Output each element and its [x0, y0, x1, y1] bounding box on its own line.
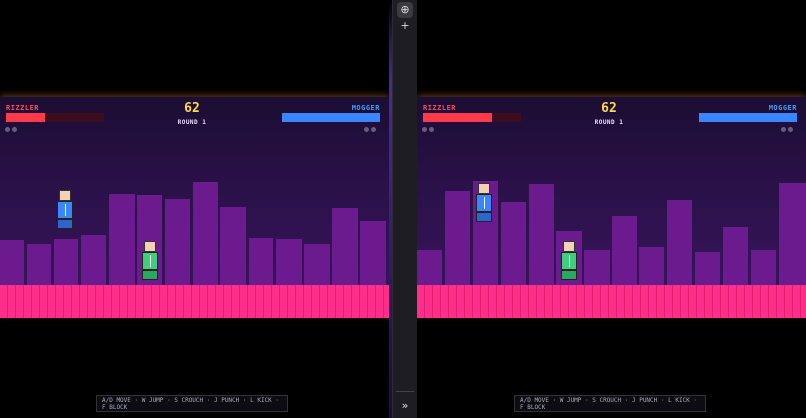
circle-plus-icon[interactable]: ⊕ [397, 2, 413, 18]
hud: RIZZLER 62 ROUND 1 MOGGER [417, 97, 806, 137]
fighter-head [478, 183, 490, 194]
building [695, 252, 720, 285]
building [529, 184, 554, 285]
building [501, 202, 526, 285]
building [304, 244, 330, 285]
p2-name: MOGGER [768, 104, 797, 112]
p2-name: MOGGER [351, 104, 380, 112]
fighter-legs [561, 270, 577, 280]
p1-health-fill [423, 113, 492, 122]
building [584, 250, 610, 285]
building [276, 239, 302, 285]
p2-round-dot [781, 127, 786, 132]
round-label: ROUND 1 [594, 119, 624, 126]
fighter-torso [561, 252, 577, 270]
fighter-head [563, 241, 575, 252]
p1-round-dot [429, 127, 434, 132]
fighter-head [59, 190, 71, 201]
fighter-legs [57, 219, 73, 229]
fighter-legs [476, 212, 492, 222]
p1-round-dot [5, 127, 10, 132]
fighter-mogger [142, 241, 158, 280]
building [81, 235, 106, 285]
fighter-torso [476, 194, 492, 212]
p1-health-bar [423, 113, 521, 122]
building [249, 238, 273, 285]
p2-health-bar [282, 113, 380, 122]
building [639, 247, 664, 285]
p2-round-dot [364, 127, 369, 132]
fighter-head [144, 241, 156, 252]
side-toolbar: ⊕ + » [392, 0, 418, 418]
building [165, 199, 190, 285]
fighter-legs [142, 270, 158, 280]
timer: 62 [184, 101, 200, 116]
p1-name: RIZZLER [6, 104, 40, 112]
building [751, 250, 776, 285]
fighter-rizzler [57, 190, 73, 229]
round-label: ROUND 1 [177, 119, 207, 126]
building [360, 221, 386, 285]
building [193, 182, 218, 285]
fighter-torso [57, 201, 73, 219]
toolbar-separator [396, 391, 414, 392]
building [417, 250, 442, 285]
p2-round-dot [788, 127, 793, 132]
p1-round-dot [422, 127, 427, 132]
building [220, 207, 246, 285]
plus-icon[interactable]: + [400, 19, 410, 32]
fighter-mogger [561, 241, 577, 280]
game-pane-right[interactable]: RIZZLER 62 ROUND 1 MOGGER [417, 0, 806, 418]
p1-health-bar [6, 113, 104, 122]
p1-name: RIZZLER [423, 104, 457, 112]
building [54, 239, 78, 285]
p2-health-bar [699, 113, 797, 122]
fighter-torso [142, 252, 158, 270]
building [779, 183, 806, 285]
fighter-rizzler [476, 183, 492, 222]
building [0, 240, 24, 285]
building [27, 244, 51, 285]
floor [0, 285, 389, 318]
divider-strip [389, 0, 392, 418]
timer: 62 [601, 101, 617, 116]
arena[interactable]: RIZZLER 62 ROUND 1 MOGGER [417, 97, 806, 318]
p1-round-dot [12, 127, 17, 132]
controls-help: A/D MOVE · W JUMP · S CROUCH · J PUNCH ·… [514, 395, 706, 412]
building [445, 191, 470, 285]
hud: RIZZLER 62 ROUND 1 MOGGER [0, 97, 389, 137]
arena[interactable]: RIZZLER 62 ROUND 1 MOGGER [0, 97, 389, 318]
pane-divider[interactable]: ⊕ + » [389, 0, 418, 418]
building [667, 200, 692, 285]
p2-round-dot [371, 127, 376, 132]
controls-help: A/D MOVE · W JUMP · S CROUCH · J PUNCH ·… [96, 395, 288, 412]
p2-health-fill [699, 113, 797, 122]
building [723, 227, 748, 285]
p2-health-fill [282, 113, 380, 122]
double-chevron-right-icon[interactable]: » [401, 399, 409, 412]
floor [417, 285, 806, 318]
building [612, 216, 637, 285]
p1-health-fill [6, 113, 46, 122]
building [109, 194, 135, 285]
game-pane-left[interactable]: RIZZLER 62 ROUND 1 MOGGER [0, 0, 389, 418]
building [332, 208, 358, 285]
